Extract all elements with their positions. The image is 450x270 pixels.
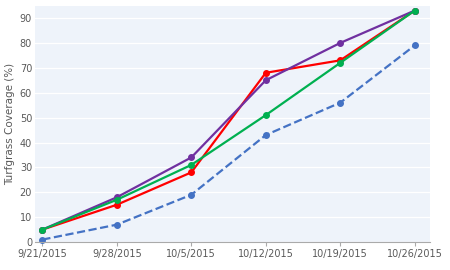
Y-axis label: Turfgrass Coverage (%): Turfgrass Coverage (%)	[5, 63, 16, 185]
